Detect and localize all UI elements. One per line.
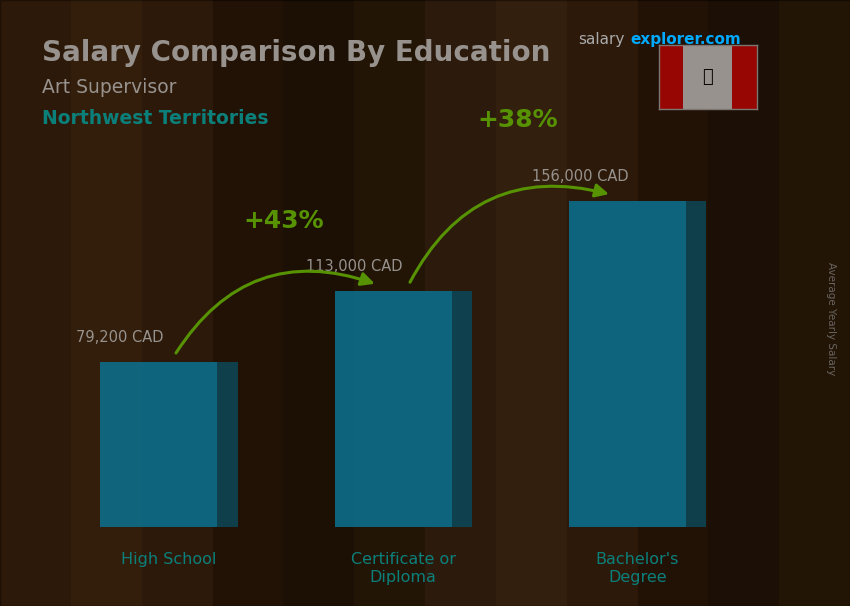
- Bar: [100, 362, 218, 527]
- Text: +38%: +38%: [478, 108, 558, 132]
- Bar: [335, 291, 451, 527]
- Text: salary: salary: [578, 32, 625, 47]
- Text: Northwest Territories: Northwest Territories: [42, 109, 268, 128]
- Text: Average Yearly Salary: Average Yearly Salary: [825, 262, 836, 375]
- Text: 🍁: 🍁: [702, 68, 713, 86]
- Text: Art Supervisor: Art Supervisor: [42, 78, 176, 96]
- Bar: [569, 201, 686, 527]
- Polygon shape: [686, 201, 706, 527]
- Bar: [659, 45, 683, 109]
- Text: +43%: +43%: [243, 208, 324, 233]
- Text: 113,000 CAD: 113,000 CAD: [306, 259, 402, 275]
- FancyArrowPatch shape: [410, 185, 606, 282]
- Text: Certificate or
Diploma: Certificate or Diploma: [351, 552, 456, 585]
- Text: explorer.com: explorer.com: [631, 32, 741, 47]
- Bar: [683, 45, 732, 109]
- Text: Salary Comparison By Education: Salary Comparison By Education: [42, 39, 550, 67]
- Text: Bachelor's
Degree: Bachelor's Degree: [596, 552, 679, 585]
- Polygon shape: [218, 362, 238, 527]
- Text: 156,000 CAD: 156,000 CAD: [532, 169, 629, 184]
- Bar: [732, 45, 756, 109]
- Text: High School: High School: [122, 552, 217, 567]
- Polygon shape: [451, 291, 472, 527]
- FancyArrowPatch shape: [176, 271, 371, 353]
- Text: 79,200 CAD: 79,200 CAD: [76, 330, 163, 345]
